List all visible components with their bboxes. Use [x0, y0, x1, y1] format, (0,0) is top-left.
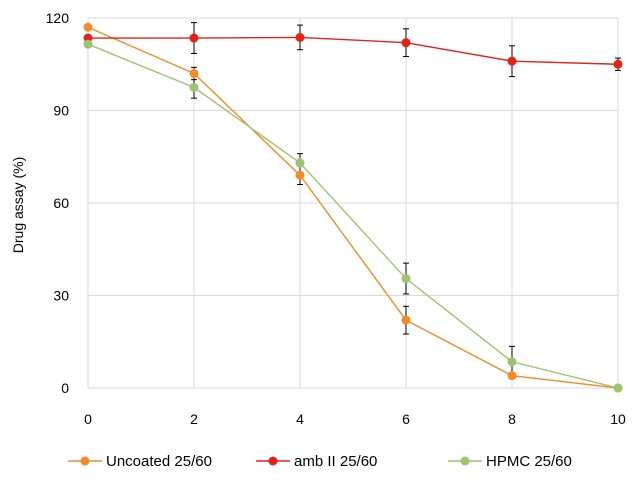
data-point [189, 82, 199, 92]
x-tick-label: 6 [402, 411, 410, 427]
y-axis-ticks: 0 30 60 90 120 [46, 10, 70, 396]
data-point [507, 357, 517, 367]
y-tick-label: 60 [53, 195, 69, 211]
y-tick-label: 120 [46, 10, 70, 26]
data-point [83, 39, 93, 49]
legend-item: amb II 25/60 [256, 453, 377, 470]
x-tick-label: 8 [508, 411, 516, 427]
data-point [401, 38, 411, 48]
series-0 [83, 22, 623, 393]
legend-marker [80, 456, 90, 466]
data-point [295, 32, 305, 42]
data-point [189, 33, 199, 43]
data-point [83, 33, 93, 43]
data-point [401, 315, 411, 325]
x-tick-label: 0 [84, 411, 92, 427]
data-point [295, 158, 305, 168]
legend: Uncoated 25/60 amb II 25/60 HPMC 25/60 [68, 453, 572, 470]
legend-marker [268, 456, 278, 466]
y-tick-label: 90 [53, 103, 69, 119]
legend-label: HPMC 25/60 [486, 453, 572, 470]
x-tick-label: 2 [190, 411, 198, 427]
data-point [613, 59, 623, 69]
series-1 [83, 32, 623, 69]
grid [87, 17, 619, 389]
data-point [507, 56, 517, 66]
y-tick-label: 30 [53, 288, 69, 304]
x-axis-ticks: 0 2 4 6 8 10 [84, 411, 626, 427]
data-point [189, 69, 199, 78]
legend-label: amb II 25/60 [294, 453, 377, 470]
data-point [83, 22, 93, 32]
legend-item: Uncoated 25/60 [68, 453, 212, 470]
x-tick-label: 10 [610, 411, 626, 427]
data-point [295, 170, 305, 180]
legend-item: HPMC 25/60 [448, 453, 572, 470]
legend-marker [460, 456, 470, 466]
data-point [613, 383, 623, 393]
series-line [87, 26, 619, 389]
series-2 [83, 39, 623, 393]
y-tick-label: 0 [61, 380, 69, 396]
legend-label: Uncoated 25/60 [106, 453, 212, 470]
y-axis-title: Drug assay (%) [10, 157, 26, 253]
series [83, 22, 623, 393]
data-point [507, 371, 517, 381]
data-point [401, 274, 411, 284]
series-line [88, 36, 619, 65]
x-tick-label: 4 [296, 411, 304, 427]
series-line [87, 43, 619, 389]
